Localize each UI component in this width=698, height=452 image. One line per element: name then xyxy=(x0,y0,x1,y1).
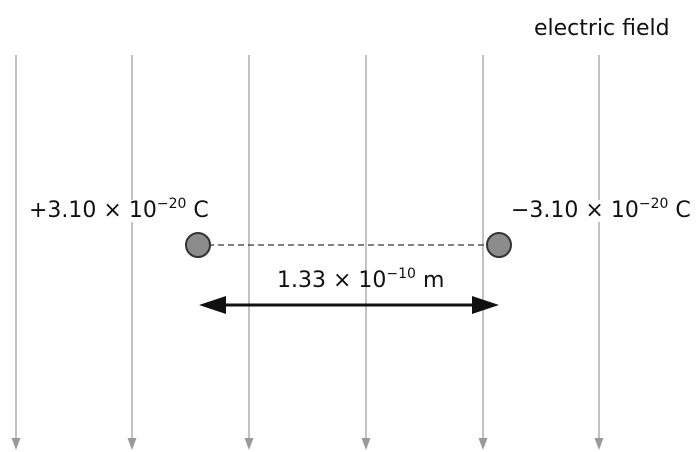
negative-charge xyxy=(486,232,512,258)
separation-unit: m xyxy=(422,268,445,293)
field-line-4 xyxy=(361,55,371,450)
field-arrow-head xyxy=(244,438,254,450)
negative-charge-label: −3.10 × 10−20 C xyxy=(510,197,692,223)
field-arrow-head xyxy=(11,438,21,450)
field-line-1 xyxy=(11,55,21,450)
positive-charge-label: +3.10 × 10−20 C xyxy=(28,197,210,223)
electric-field-label: electric field xyxy=(533,18,671,40)
field-arrow-head xyxy=(127,438,137,450)
field-line-3 xyxy=(244,55,254,450)
separation-arrow xyxy=(199,296,499,314)
field-line-6 xyxy=(594,55,604,450)
separation-label: 1.33 × 10−10 m xyxy=(276,267,445,293)
separation-exponent: −10 xyxy=(386,266,416,282)
separation-arrow-left-head xyxy=(199,296,226,314)
field-arrow-head xyxy=(594,438,604,450)
negative-charge-unit: C xyxy=(675,198,691,223)
field-lines xyxy=(11,55,604,450)
separation-arrow-right-head xyxy=(472,296,499,314)
electric-field-text: electric field xyxy=(534,16,670,41)
field-arrow-head xyxy=(478,438,488,450)
positive-charge-value: +3.10 × 10 xyxy=(29,198,157,223)
field-arrow-head xyxy=(361,438,371,450)
positive-charge-exponent: −20 xyxy=(156,196,187,212)
separation-value: 1.33 × 10 xyxy=(277,268,387,293)
positive-charge xyxy=(185,232,211,258)
negative-charge-value: −3.10 × 10 xyxy=(511,198,639,223)
negative-charge-exponent: −20 xyxy=(638,196,669,212)
field-line-2 xyxy=(127,55,137,450)
field-line-5 xyxy=(478,55,488,450)
positive-charge-unit: C xyxy=(193,198,209,223)
